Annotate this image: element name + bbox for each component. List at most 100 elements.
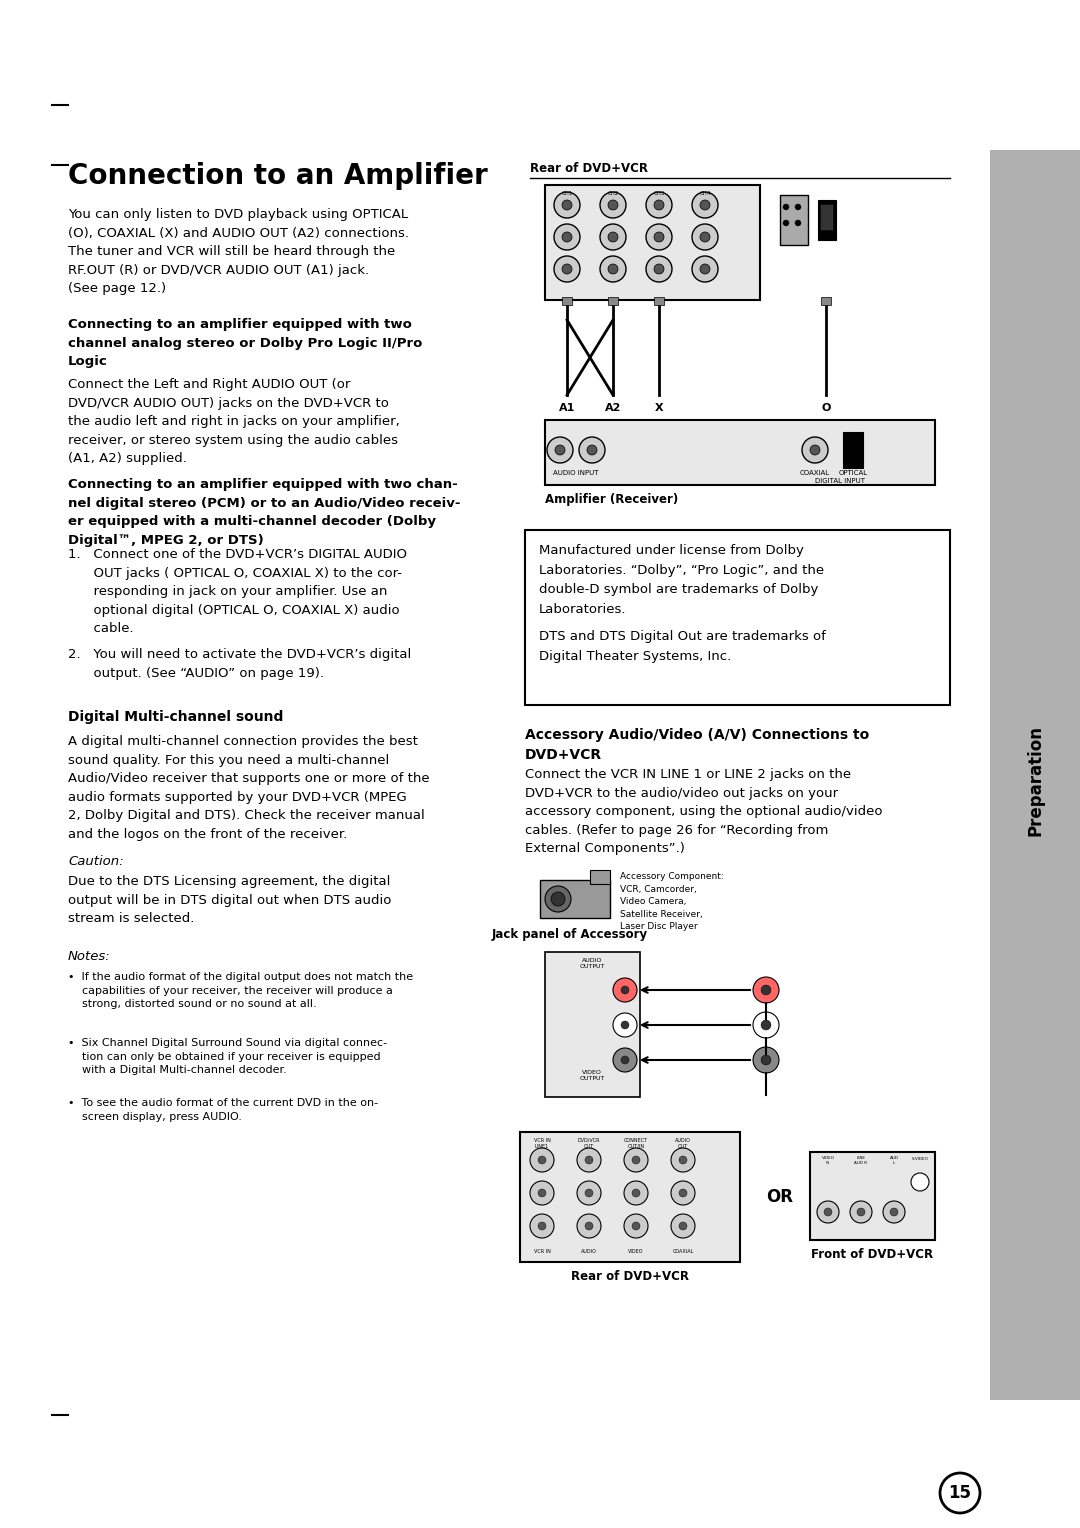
- Circle shape: [671, 1215, 696, 1238]
- Text: Rear of DVD+VCR: Rear of DVD+VCR: [571, 1270, 689, 1284]
- Text: VIDEO: VIDEO: [629, 1248, 644, 1254]
- Text: AUD
L: AUD L: [890, 1157, 899, 1164]
- Circle shape: [554, 257, 580, 283]
- Text: Accessory Component:
VCR, Camcorder,
Video Camera,
Satellite Receiver,
Laser Dis: Accessory Component: VCR, Camcorder, Vid…: [620, 872, 724, 931]
- Circle shape: [753, 976, 779, 1002]
- Circle shape: [753, 1012, 779, 1038]
- Circle shape: [795, 220, 801, 226]
- Text: VIDEO
IN: VIDEO IN: [822, 1157, 835, 1164]
- Circle shape: [554, 193, 580, 219]
- Text: Manufactured under license from Dolby
Laboratories. “Dolby”, “Pro Logic”, and th: Manufactured under license from Dolby La…: [539, 544, 824, 616]
- Text: Connecting to an amplifier equipped with two chan-
nel digital stereo (PCM) or t: Connecting to an amplifier equipped with…: [68, 478, 460, 547]
- Text: DVD/VCR
OUT: DVD/VCR OUT: [578, 1138, 600, 1149]
- Text: Connection to an Amplifier: Connection to an Amplifier: [68, 162, 488, 189]
- Circle shape: [624, 1215, 648, 1238]
- Circle shape: [624, 1148, 648, 1172]
- Circle shape: [585, 1157, 593, 1164]
- Circle shape: [554, 225, 580, 251]
- Circle shape: [538, 1222, 546, 1230]
- Text: CONNECT
OUT/IN: CONNECT OUT/IN: [624, 1138, 648, 1149]
- Text: CH3: CH3: [653, 191, 664, 196]
- Circle shape: [600, 193, 626, 219]
- Text: CH2: CH2: [607, 191, 619, 196]
- Bar: [562, 296, 572, 306]
- Circle shape: [600, 225, 626, 251]
- Circle shape: [608, 200, 618, 209]
- Bar: [818, 200, 836, 240]
- Circle shape: [692, 225, 718, 251]
- Circle shape: [816, 1201, 839, 1222]
- Text: Front of DVD+VCR: Front of DVD+VCR: [811, 1248, 933, 1261]
- Text: Connect the VCR IN LINE 1 or LINE 2 jacks on the
DVD+VCR to the audio/video out : Connect the VCR IN LINE 1 or LINE 2 jack…: [525, 769, 882, 856]
- Circle shape: [679, 1222, 687, 1230]
- Circle shape: [621, 1021, 629, 1028]
- Text: A2: A2: [605, 403, 621, 413]
- Circle shape: [530, 1215, 554, 1238]
- Circle shape: [761, 986, 771, 995]
- Text: O: O: [821, 403, 831, 413]
- Bar: [843, 432, 863, 468]
- Circle shape: [783, 220, 789, 226]
- Circle shape: [692, 193, 718, 219]
- Circle shape: [545, 886, 571, 912]
- Circle shape: [654, 232, 664, 241]
- Text: S.VIDEO: S.VIDEO: [912, 1157, 929, 1161]
- Text: Notes:: Notes:: [68, 950, 111, 963]
- Bar: [540, 880, 610, 918]
- Bar: [545, 952, 640, 1097]
- Circle shape: [692, 257, 718, 283]
- Text: A1: A1: [558, 403, 576, 413]
- Bar: [990, 1400, 1080, 1528]
- Circle shape: [761, 1054, 771, 1065]
- Text: X: X: [654, 403, 663, 413]
- Text: Accessory Audio/Video (A/V) Connections to
DVD+VCR: Accessory Audio/Video (A/V) Connections …: [525, 727, 869, 761]
- Circle shape: [546, 437, 573, 463]
- Circle shape: [890, 1209, 897, 1216]
- Circle shape: [810, 445, 820, 455]
- Circle shape: [608, 264, 618, 274]
- Circle shape: [579, 437, 605, 463]
- Circle shape: [562, 264, 572, 274]
- Circle shape: [700, 264, 710, 274]
- Text: Jack panel of Accessory: Jack panel of Accessory: [491, 927, 648, 941]
- Circle shape: [632, 1189, 640, 1196]
- Circle shape: [585, 1189, 593, 1196]
- Circle shape: [621, 1056, 629, 1063]
- Bar: [990, 0, 1080, 150]
- Circle shape: [671, 1181, 696, 1206]
- Circle shape: [753, 1047, 779, 1073]
- Text: CH1: CH1: [562, 191, 572, 196]
- Text: LINE
AUD R: LINE AUD R: [854, 1157, 867, 1164]
- Bar: [545, 420, 935, 484]
- Circle shape: [588, 445, 597, 455]
- Text: AUDIO: AUDIO: [581, 1248, 597, 1254]
- Circle shape: [538, 1157, 546, 1164]
- Text: 2.   You will need to activate the DVD+VCR’s digital
      output. (See “AUDIO” : 2. You will need to activate the DVD+VCR…: [68, 648, 411, 680]
- Circle shape: [646, 193, 672, 219]
- Circle shape: [555, 445, 565, 455]
- Circle shape: [585, 1222, 593, 1230]
- Text: Preparation: Preparation: [1026, 724, 1044, 836]
- Bar: [990, 0, 1080, 1528]
- Text: AUDIO INPUT: AUDIO INPUT: [553, 471, 598, 477]
- Bar: [780, 196, 808, 244]
- Circle shape: [700, 232, 710, 241]
- Circle shape: [646, 257, 672, 283]
- Bar: [590, 869, 610, 885]
- Circle shape: [562, 200, 572, 209]
- Circle shape: [551, 892, 565, 906]
- Circle shape: [530, 1181, 554, 1206]
- Text: DTS and DTS Digital Out are trademarks of
Digital Theater Systems, Inc.: DTS and DTS Digital Out are trademarks o…: [539, 630, 826, 663]
- Circle shape: [802, 437, 828, 463]
- Circle shape: [824, 1209, 832, 1216]
- Text: •  Six Channel Digital Surround Sound via digital connec-
    tion can only be o: • Six Channel Digital Surround Sound via…: [68, 1038, 387, 1076]
- Text: A digital multi-channel connection provides the best
sound quality. For this you: A digital multi-channel connection provi…: [68, 735, 430, 840]
- Circle shape: [850, 1201, 872, 1222]
- Circle shape: [632, 1157, 640, 1164]
- Text: 15: 15: [948, 1484, 972, 1502]
- Circle shape: [940, 1473, 980, 1513]
- Circle shape: [700, 200, 710, 209]
- Circle shape: [577, 1181, 600, 1206]
- Bar: [525, 530, 950, 704]
- Circle shape: [654, 200, 664, 209]
